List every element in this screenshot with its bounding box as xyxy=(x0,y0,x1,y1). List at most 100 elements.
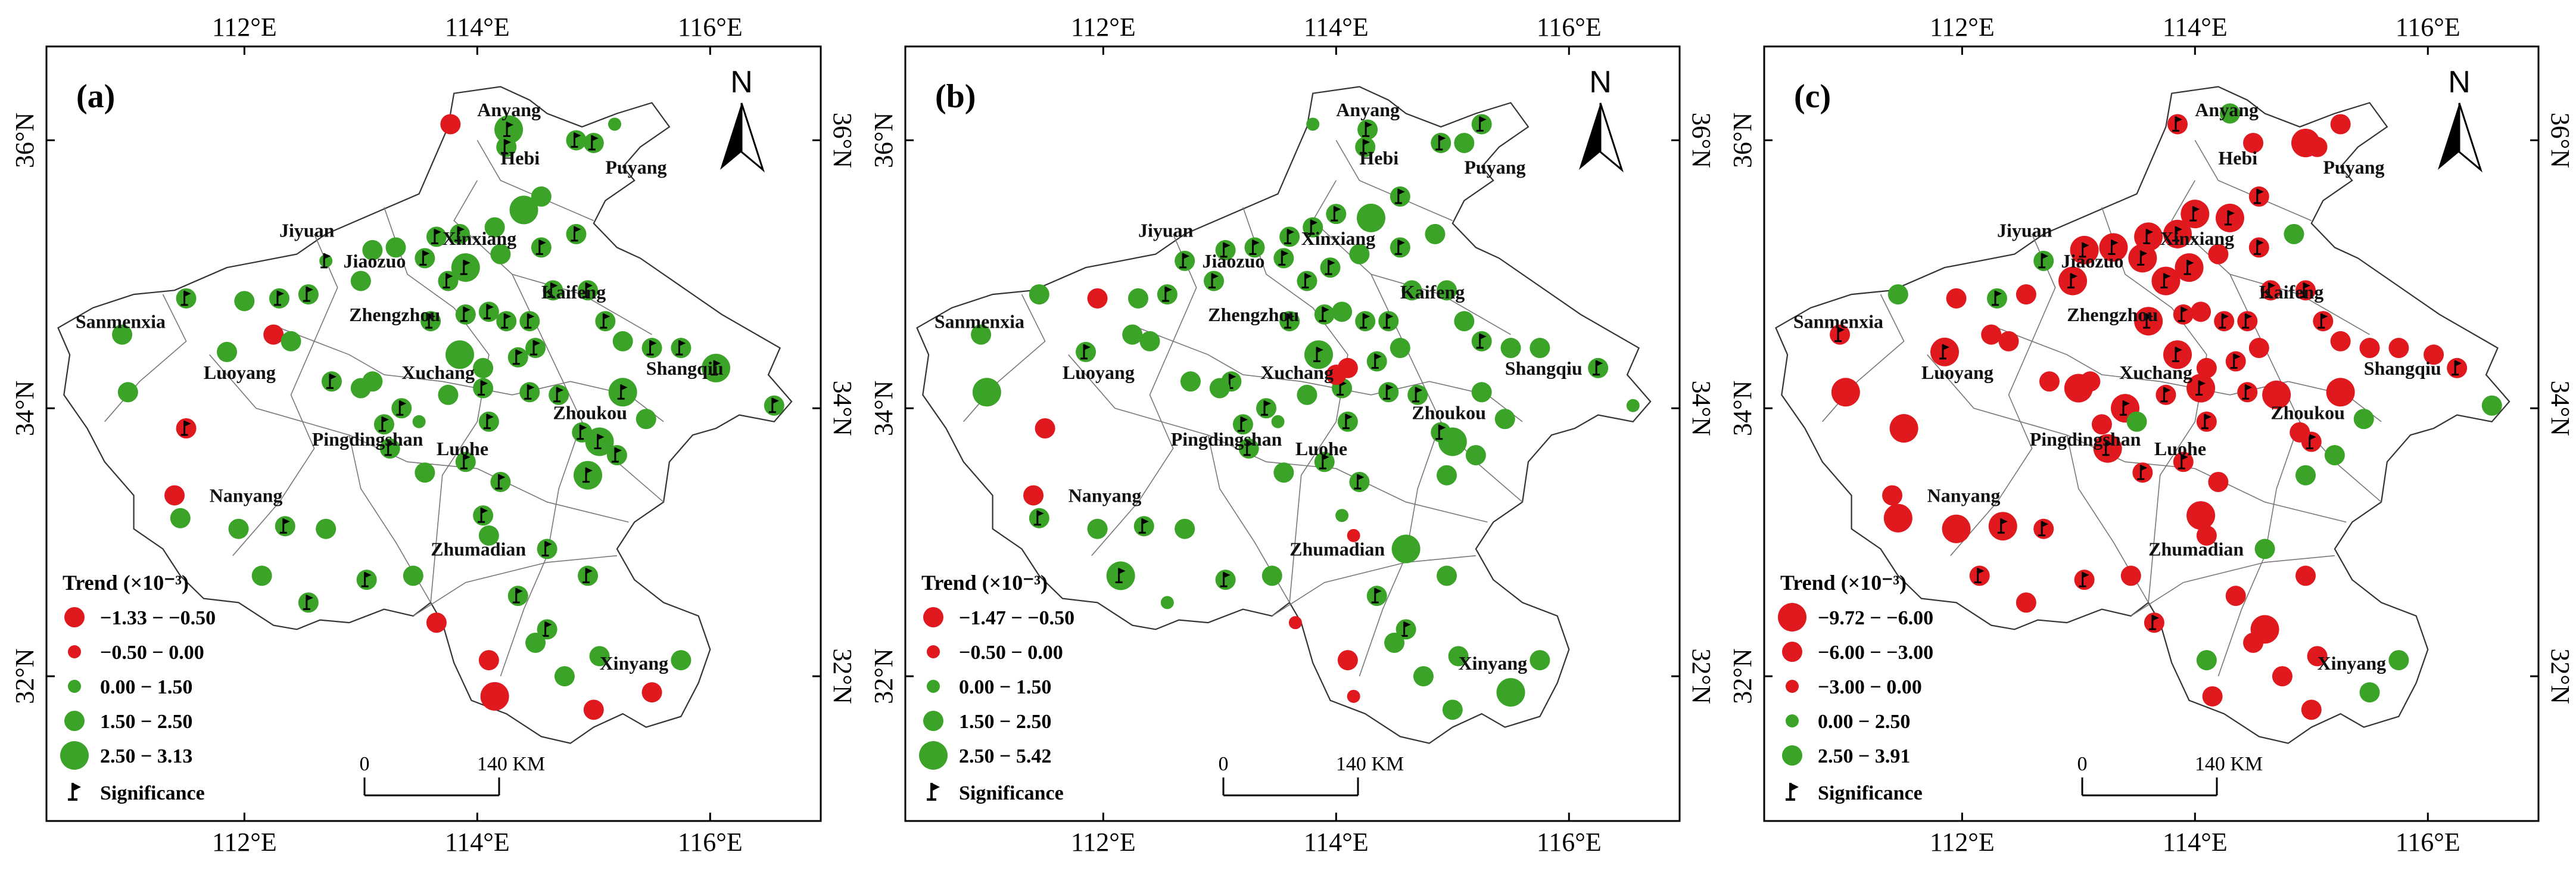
station-point xyxy=(507,347,528,368)
significance-flag-icon xyxy=(1319,454,1329,469)
station-point xyxy=(1988,512,2017,541)
station-point xyxy=(1437,465,1457,486)
city-label: Zhengzhou xyxy=(1208,304,1299,325)
station-point xyxy=(1209,378,1230,399)
station-point xyxy=(671,650,691,671)
lon-tick-label-top: 112°E xyxy=(212,13,277,42)
lat-tick-label-right: 36°N xyxy=(2546,113,2575,168)
station-point xyxy=(2295,280,2316,301)
legend-entry-label: 2.50 − 3.91 xyxy=(1818,745,1910,767)
station-layer xyxy=(971,114,1640,720)
station-point xyxy=(1471,331,1492,352)
lon-tick-label-top: 112°E xyxy=(1071,13,1136,42)
scale-start-label: 0 xyxy=(1219,753,1229,775)
station-point xyxy=(1946,288,1967,309)
legend-entry-label: −1.47 − −0.50 xyxy=(959,607,1074,629)
station-point xyxy=(2359,338,2380,359)
lon-tick-label-bottom: 116°E xyxy=(1537,828,1602,857)
station-point xyxy=(1122,324,1143,345)
city-label: Pingdingshan xyxy=(1171,428,1282,450)
significance-flag-icon xyxy=(1394,188,1405,204)
significance-flag-icon xyxy=(1593,360,1603,376)
station-point xyxy=(2093,434,2122,463)
significance-flag-icon xyxy=(2201,413,2211,430)
lon-tick-label-bottom: 112°E xyxy=(1930,828,1995,857)
station-point xyxy=(1279,226,1300,247)
station-point xyxy=(362,240,383,260)
station-point xyxy=(537,539,557,559)
significance-flag-icon xyxy=(1362,122,1373,137)
lon-tick-label-top: 114°E xyxy=(2163,13,2228,42)
significance-flag-icon xyxy=(460,306,471,322)
station-point xyxy=(2151,266,2181,296)
station-point xyxy=(2196,525,2217,546)
city-label: Luohe xyxy=(1295,438,1347,459)
station-point xyxy=(1530,650,1550,671)
station-point xyxy=(1355,136,1376,157)
station-point xyxy=(2181,200,2210,229)
significance-flag-icon xyxy=(2306,434,2316,449)
map-frame xyxy=(1763,45,2540,822)
station-point xyxy=(112,324,133,345)
station-point xyxy=(589,646,610,667)
significance-flag-icon xyxy=(583,467,593,483)
city-label: Xinyang xyxy=(600,652,669,674)
city-boundary xyxy=(1927,354,2347,523)
station-point xyxy=(2175,253,2204,282)
city-boundary xyxy=(1091,234,1197,556)
station-point xyxy=(1390,237,1410,258)
lon-tick-label-bottom: 112°E xyxy=(212,828,277,857)
station-point xyxy=(1261,565,1282,586)
station-point xyxy=(2388,650,2409,671)
station-point xyxy=(2330,331,2351,352)
significance-flag-icon xyxy=(1400,621,1411,637)
station-point xyxy=(2128,244,2157,273)
city-label: Xuchang xyxy=(2119,362,2192,383)
map-svg: 112°E 112°E 114°E 114°E 116°E 116°E 36°N 36°N 34… xyxy=(10,13,857,857)
station-point xyxy=(1204,270,1225,291)
legend-swatch xyxy=(1782,745,1802,766)
station-point xyxy=(298,284,319,305)
city-label: Jiaozuo xyxy=(2061,250,2123,272)
station-point xyxy=(1378,311,1399,332)
map-panel-b: 112°E 112°E 114°E 114°E 116°E 116°E 36°N 36°N 34… xyxy=(859,0,1717,874)
significance-flag-icon xyxy=(1115,568,1126,583)
map-panel-a: 112°E 112°E 114°E 114°E 116°E 116°E 36°N 36°N 34… xyxy=(0,0,858,874)
panel-label: (c) xyxy=(1794,78,1831,115)
station-point xyxy=(478,650,499,671)
station-point xyxy=(2237,382,2258,403)
station-point xyxy=(1035,418,1055,439)
significance-flag-icon xyxy=(460,260,471,275)
station-point xyxy=(531,186,552,207)
station-point xyxy=(176,288,197,309)
legend: Trend (×10⁻³) −9.72 − −6.00 −6.00 − −3.00 −… xyxy=(1778,571,1933,804)
city-label: Kaifeng xyxy=(2259,281,2323,303)
significance-flag-icon xyxy=(2160,387,2171,403)
legend-entry-label: 0.00 − 1.50 xyxy=(100,676,192,698)
station-point xyxy=(2295,465,2316,486)
station-point xyxy=(671,338,691,359)
station-point xyxy=(478,411,499,432)
station-point xyxy=(566,130,587,151)
significance-flag-icon xyxy=(2242,384,2253,400)
significance-flag-icon xyxy=(1371,353,1382,369)
legend: Trend (×10⁻³) −1.47 − −0.50 −0.50 − 0.00 0.… xyxy=(919,571,1074,804)
station-point xyxy=(281,331,301,352)
station-point xyxy=(170,508,191,528)
significance-flag-icon xyxy=(547,282,558,298)
significance-flag-icon xyxy=(1033,510,1044,526)
lon-tick-label-top: 116°E xyxy=(678,13,743,42)
lon-tick-label-bottom: 112°E xyxy=(1071,828,1136,857)
station-point xyxy=(2237,311,2258,332)
station-point xyxy=(509,195,538,225)
station-point xyxy=(1087,288,1108,309)
significance-flag-icon xyxy=(483,304,494,319)
station-point xyxy=(2215,203,2244,232)
significance-flag-icon xyxy=(2224,210,2235,226)
station-point xyxy=(496,311,517,332)
station-point xyxy=(321,371,342,392)
significance-flag-icon xyxy=(1997,518,2008,534)
north-label: N xyxy=(2448,65,2471,99)
station-point xyxy=(2254,539,2275,559)
station-point xyxy=(350,270,371,291)
